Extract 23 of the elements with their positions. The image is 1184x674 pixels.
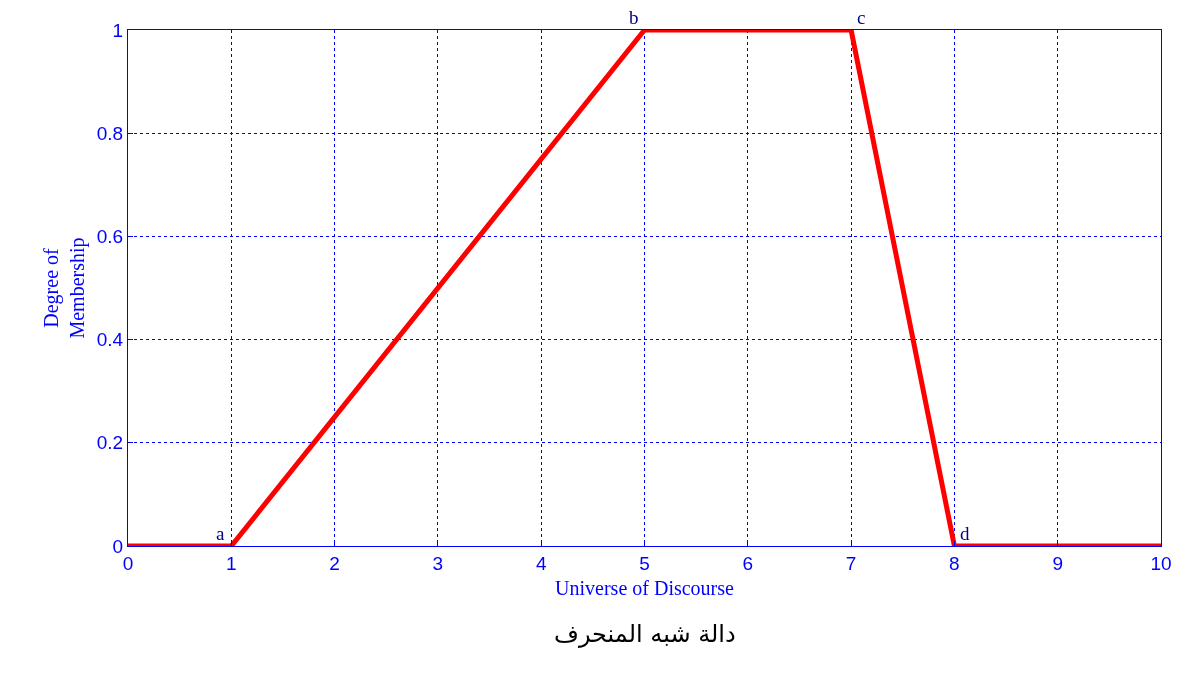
- x-tick-label: 8: [949, 552, 960, 574]
- x-tick-label: 4: [535, 552, 547, 574]
- y-tick-label: 0: [112, 535, 124, 557]
- x-tick-label: 9: [1052, 552, 1063, 574]
- annotation: b: [629, 7, 639, 28]
- annotation: a: [216, 523, 225, 544]
- text: دالة شبه المنحرف: [554, 620, 736, 648]
- y-tick-label: 0.6: [96, 226, 124, 248]
- x-tick-label: 3: [432, 552, 444, 574]
- x-axis-title: Universe of Discourse: [555, 577, 735, 600]
- y-tick-label: 0.2: [96, 432, 124, 454]
- y-tick-label: 1: [112, 19, 124, 41]
- x-tick-label: 5: [639, 552, 650, 574]
- x-tick-label: 1: [226, 552, 237, 574]
- y-axis-title: Degree of Membership: [40, 237, 90, 339]
- x-tick-label: 2: [329, 552, 340, 574]
- y-tick-label: 0.4: [96, 329, 124, 351]
- y-tick-label: 0.8: [96, 122, 124, 144]
- annotation: c: [857, 7, 866, 28]
- x-tick-label: 6: [742, 552, 754, 574]
- annotation: d: [960, 523, 970, 544]
- x-tick-label: 10: [1150, 552, 1172, 574]
- x-tick-label: 7: [845, 552, 857, 574]
